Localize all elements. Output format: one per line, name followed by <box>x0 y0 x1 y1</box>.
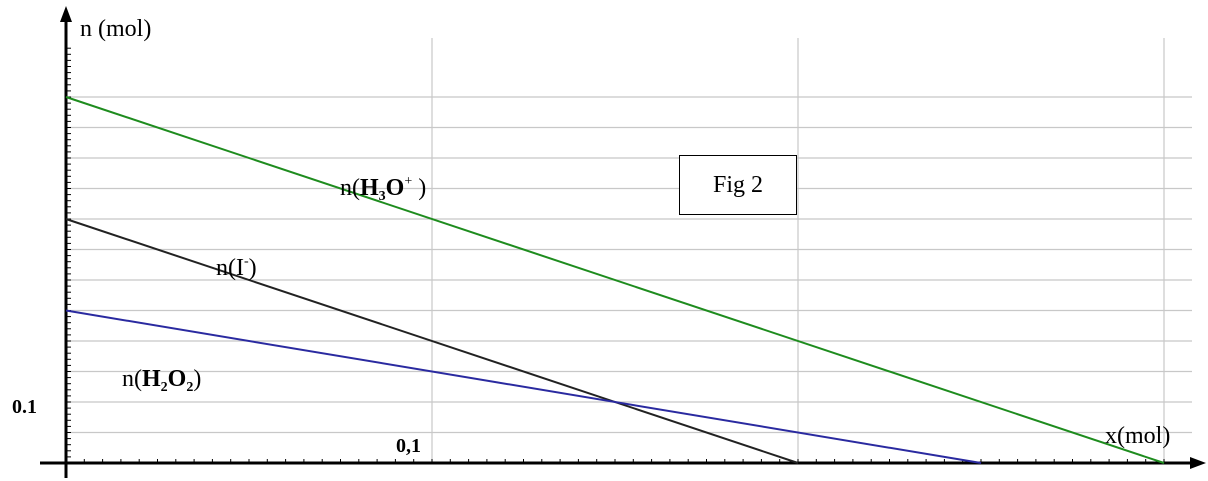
figure-caption-box: Fig 2 <box>679 155 797 215</box>
series-line-1 <box>65 218 799 464</box>
series-line-2 <box>65 309 982 464</box>
series-label-iodide: n(I-) <box>216 254 257 281</box>
y-tick-label: 0.1 <box>12 396 37 418</box>
series-line-0 <box>65 96 1165 464</box>
y-axis-label: n (mol) <box>80 16 152 42</box>
axes <box>40 6 1206 478</box>
series-lines <box>65 96 1165 464</box>
figure-caption: Fig 2 <box>712 171 763 198</box>
series-label-h2o2: n(H2O2) <box>122 366 202 395</box>
x-axis-arrow <box>1190 457 1206 469</box>
series-label-h3o: n(H3O+ ) <box>340 174 427 204</box>
grid <box>66 38 1192 463</box>
x-axis-label: x(mol) <box>1105 423 1171 449</box>
y-axis-arrow <box>60 6 72 22</box>
x-tick-label: 0,1 <box>396 435 421 457</box>
